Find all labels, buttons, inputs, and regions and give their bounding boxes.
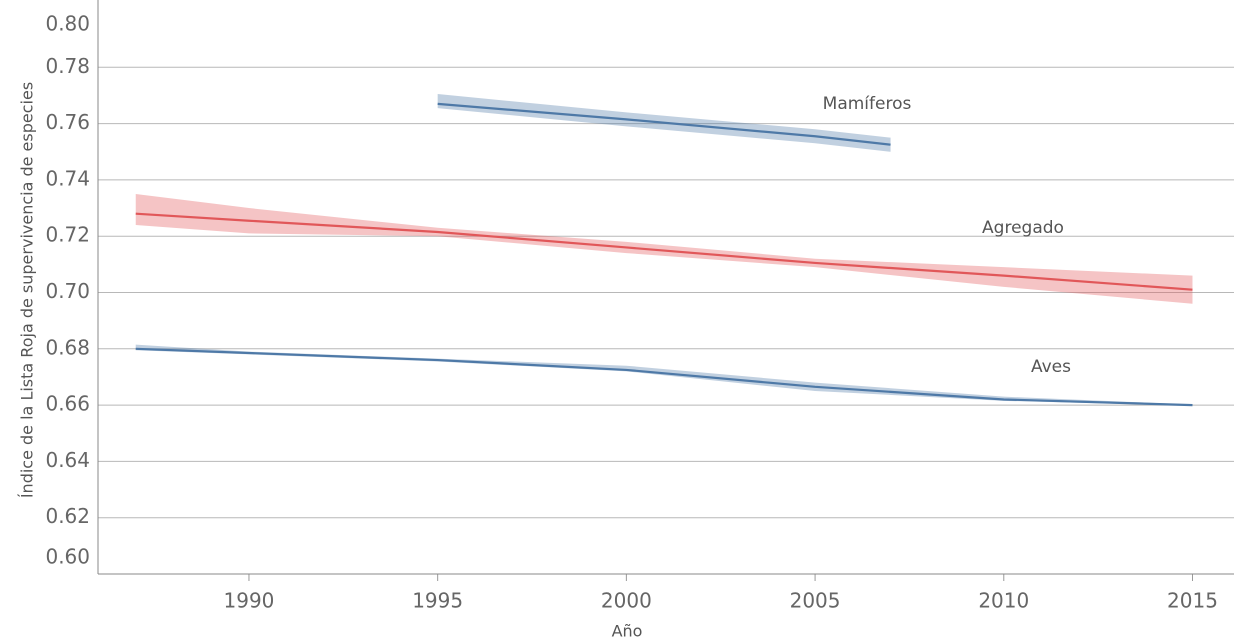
y-tick-label: 0.76 — [45, 110, 90, 134]
y-tick-label: 0.64 — [45, 448, 90, 472]
y-tick-label: 0.78 — [45, 54, 90, 78]
x-axis-label: Año — [612, 622, 643, 641]
confidence-band — [135, 344, 1193, 406]
x-tick-label: 1995 — [412, 589, 463, 613]
series-line — [437, 102, 891, 146]
y-tick-label: 0.68 — [45, 335, 90, 359]
y-tick-label: 0.66 — [45, 392, 90, 416]
y-tick-label: 0.62 — [45, 504, 90, 528]
series-line — [135, 212, 1193, 291]
series-label: Aves — [1031, 357, 1071, 377]
x-tick-label: 2000 — [601, 589, 652, 613]
x-tick-label: 2010 — [978, 589, 1029, 613]
confidence-band — [135, 193, 1193, 304]
series-label: Mamíferos — [823, 94, 912, 114]
y-tick-label: 0.72 — [45, 223, 90, 247]
series-line — [135, 347, 1193, 407]
x-tick-label: 2005 — [790, 589, 841, 613]
x-tick-label: 1990 — [224, 589, 275, 613]
y-tick-label: 0.80 — [45, 12, 90, 36]
y-tick-label: 0.70 — [45, 279, 90, 303]
y-tick-label: 0.60 — [45, 545, 90, 569]
y-tick-label: 0.74 — [45, 166, 90, 190]
series-label: Agregado — [982, 218, 1064, 238]
x-tick-label: 2015 — [1167, 589, 1218, 613]
y-axis-label: Índice de la Lista Roja de supervivencia… — [18, 82, 37, 498]
